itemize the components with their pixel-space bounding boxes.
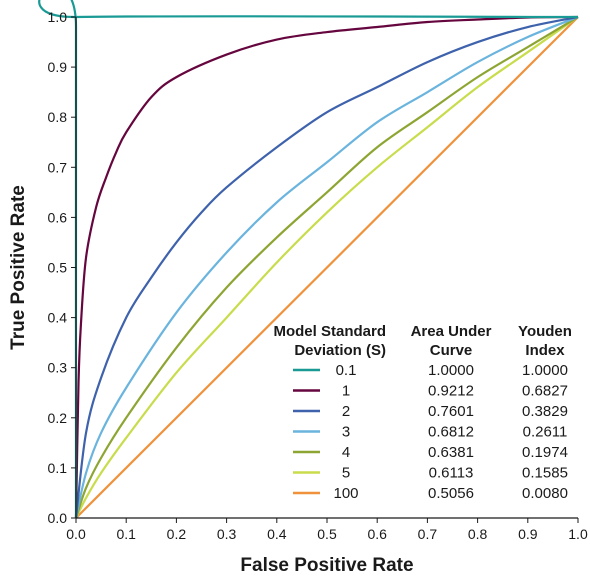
y-tick-label: 0.8: [48, 109, 68, 125]
x-tick-label: 0.8: [468, 526, 488, 542]
legend-sd-value: 4: [342, 444, 350, 461]
legend-youden-value: 0.1585: [522, 465, 568, 482]
x-tick-label: 0.6: [367, 526, 387, 542]
legend-youden-value: 0.6827: [522, 383, 568, 400]
legend-youden-value: 0.1974: [522, 444, 568, 461]
legend-youden-value: 0.2611: [523, 424, 568, 441]
legend-youden-value: 0.3829: [522, 403, 568, 420]
roc-curve-sd-1: [74, 15, 579, 519]
legend-rows: 0.1 1.0000 1.0000 1 0.9212 0.6827 2 0.7601 0.382…: [293, 362, 568, 502]
x-tick-label: 0.1: [116, 526, 136, 542]
legend-row: 1 0.9212 0.6827: [293, 383, 568, 400]
legend-sd-value: 100: [333, 485, 358, 502]
y-axis-ticks: 0.0 0.1 0.2 0.3 0.4 0.5 0.6 0.7 0.8 0.9 1.0: [48, 9, 76, 526]
legend-sd-value: 5: [342, 465, 350, 482]
roc-curve-sd-2: [74, 15, 579, 519]
x-axis-title: False Positive Rate: [240, 555, 413, 576]
y-axis-title: True Positive Rate: [8, 185, 29, 350]
roc-curve-sd-100: [75, 16, 579, 519]
legend-auc-value: 0.5056: [428, 485, 474, 502]
legend-auc-value: 0.9212: [428, 383, 474, 400]
legend-sd-value: 0.1: [336, 362, 357, 379]
legend-row: 0.1 1.0000 1.0000: [293, 362, 568, 379]
x-tick-label: 1.0: [568, 526, 588, 542]
y-tick-label: 0.1: [48, 460, 68, 476]
x-tick-label: 0.5: [317, 526, 337, 542]
legend-sd-value: 2: [342, 403, 350, 420]
legend-sd-value: 1: [342, 383, 350, 400]
legend-auc-value: 0.6812: [428, 424, 474, 441]
legend-row: 2 0.7601 0.3829: [293, 403, 568, 420]
legend-header-youden-line1: Youden: [518, 323, 572, 340]
roc-curve-sd-3: [74, 15, 579, 519]
legend-row: 5 0.6113 0.1585: [293, 465, 568, 482]
legend-youden-value: 1.0000: [522, 362, 568, 379]
legend-auc-value: 1.0000: [428, 362, 474, 379]
legend-auc-value: 0.7601: [428, 403, 474, 420]
y-tick-label: 0.2: [48, 410, 68, 426]
legend-sd-value: 3: [342, 424, 350, 441]
x-tick-label: 0.2: [167, 526, 187, 542]
legend-youden-value: 0.0080: [522, 485, 568, 502]
x-tick-label: 0.9: [518, 526, 538, 542]
plot-area: 0.0 0.1 0.2 0.3 0.4 0.5 0.6 0.7 0.8 0.9 1.0 0.0 0.1…: [38, 0, 588, 542]
roc-curves: [38, 0, 579, 519]
y-tick-label: 0.3: [48, 360, 68, 376]
roc-curve-sd-0-1: [38, 0, 579, 519]
y-tick-label: 0.9: [48, 59, 68, 75]
roc-curve-sd-4: [74, 16, 579, 519]
x-tick-label: 0.3: [217, 526, 237, 542]
legend-row: 3 0.6812 0.2611: [293, 424, 567, 441]
legend-header-sd-line2: Deviation (S): [294, 342, 386, 359]
legend-auc-value: 0.6381: [428, 444, 474, 461]
legend: Model Standard Deviation (S) Area Under …: [273, 323, 571, 502]
y-tick-label: 0.4: [48, 310, 68, 326]
legend-header-auc-line2: Curve: [430, 342, 473, 359]
legend-header-sd-line1: Model Standard: [273, 323, 386, 340]
x-tick-label: 0.0: [66, 526, 86, 542]
y-tick-label: 0.5: [48, 260, 68, 276]
x-axis-ticks: 0.0 0.1 0.2 0.3 0.4 0.5 0.6 0.7 0.8 0.9 1.0: [66, 518, 588, 542]
legend-row: 4 0.6381 0.1974: [293, 444, 568, 461]
legend-header-youden-line2: Index: [525, 342, 565, 359]
x-tick-label: 0.7: [418, 526, 438, 542]
y-tick-label: 0.0: [48, 510, 68, 526]
y-tick-label: 1.0: [48, 9, 68, 25]
legend-auc-value: 0.6113: [429, 465, 474, 482]
x-tick-label: 0.4: [267, 526, 287, 542]
y-tick-label: 0.7: [48, 159, 68, 175]
y-tick-label: 0.6: [48, 209, 68, 225]
legend-row: 100 0.5056 0.0080: [293, 485, 568, 502]
legend-header-auc-line1: Area Under: [411, 323, 492, 340]
roc-curve-sd-5: [75, 16, 579, 519]
